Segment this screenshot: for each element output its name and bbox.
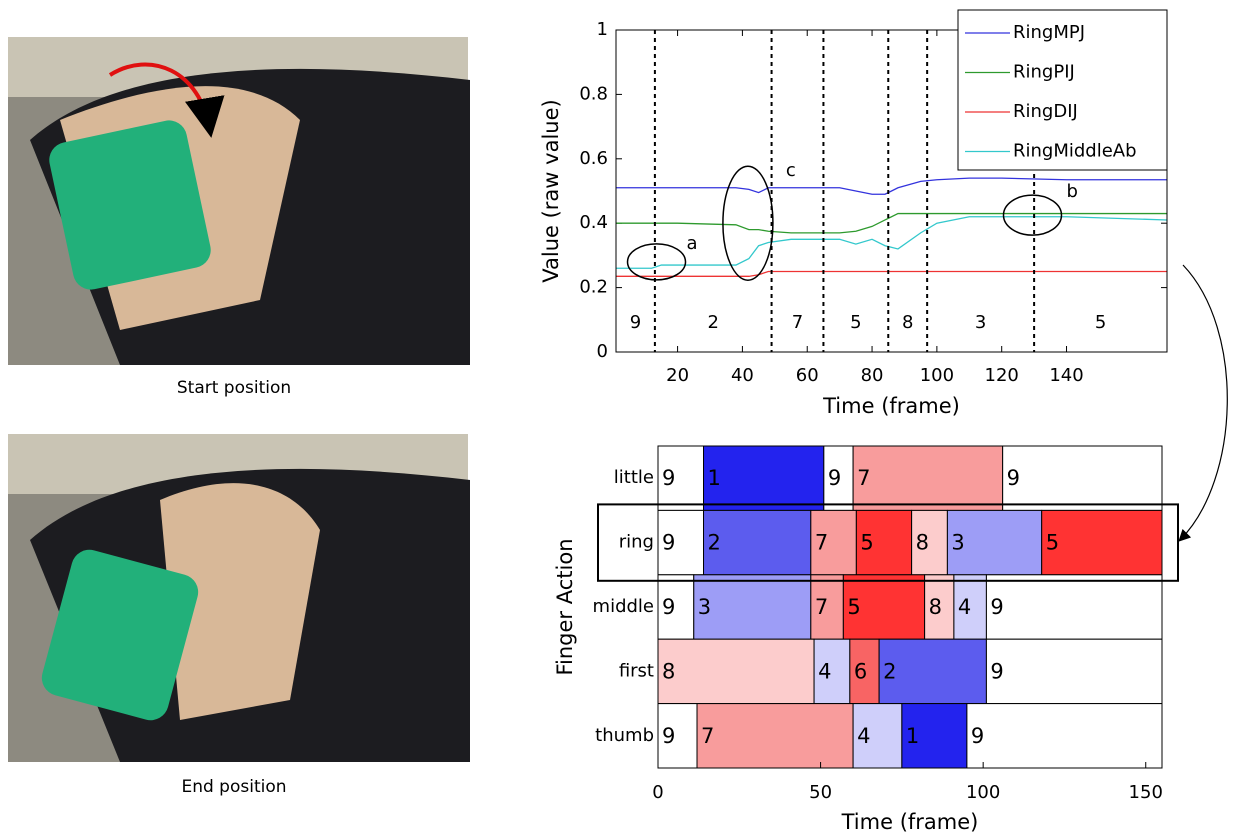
x-tick-label: 0 (652, 782, 663, 803)
y-tick-label: 0.8 (579, 83, 608, 104)
x-tick-label: 100 (920, 365, 954, 386)
data-line (616, 178, 1167, 194)
action-label: 6 (854, 659, 867, 683)
data-line (616, 217, 1167, 269)
action-label: 9 (990, 659, 1003, 683)
x-tick-label: 20 (666, 365, 689, 386)
x-tick-label: 150 (1129, 782, 1163, 803)
action-label: 1 (708, 466, 721, 490)
y-axis-label: Value (raw value) (539, 99, 563, 282)
photo-end (8, 434, 470, 762)
x-tick-label: 100 (966, 782, 1000, 803)
action-label: 7 (701, 724, 714, 748)
action-label: 5 (1046, 531, 1059, 555)
action-label: 1 (906, 724, 919, 748)
x-tick-label: 40 (731, 365, 754, 386)
action-label: 8 (916, 531, 929, 555)
action-label: 9 (662, 595, 675, 619)
action-label: 8 (662, 659, 675, 683)
action-label: 9 (662, 724, 675, 748)
action-segment (1003, 446, 1162, 510)
action-label: 4 (857, 724, 870, 748)
annotation-ellipse (1003, 195, 1061, 235)
y-tick-label: middle (593, 596, 654, 617)
annotation-ellipse (723, 166, 773, 280)
y-tick-label: 0 (597, 341, 608, 362)
y-tick-label: 0.6 (579, 148, 608, 169)
segment-label: 2 (708, 312, 719, 333)
legend-label: RingMiddleAb (1013, 141, 1137, 162)
action-label: 3 (698, 595, 711, 619)
photo-caption: End position (181, 777, 286, 797)
action-label: 7 (857, 466, 870, 490)
segment-label: 9 (630, 312, 641, 333)
action-label: 2 (708, 531, 721, 555)
data-line (616, 214, 1167, 233)
y-tick-label: first (619, 660, 654, 681)
action-label: 9 (828, 466, 841, 490)
action-label: 9 (662, 466, 675, 490)
x-axis-label: Time (frame) (841, 810, 979, 834)
action-label: 2 (883, 659, 896, 683)
legend-label: RingDIJ (1013, 101, 1078, 122)
x-tick-label: 50 (809, 782, 832, 803)
action-label: 7 (815, 595, 828, 619)
data-line (616, 272, 1167, 277)
segment-label: 5 (1095, 312, 1106, 333)
y-tick-label: thumb (595, 725, 654, 746)
action-label: 9 (971, 724, 984, 748)
connector-arrow (1180, 265, 1227, 540)
y-tick-label: 1 (597, 19, 608, 40)
action-label: 9 (662, 531, 675, 555)
action-segment (853, 446, 1003, 510)
segment-label: 5 (850, 312, 861, 333)
action-segment (986, 639, 1162, 703)
action-segment (697, 704, 853, 768)
action-label: 7 (815, 531, 828, 555)
segment-label: 8 (902, 312, 913, 333)
action-label: 9 (1007, 466, 1020, 490)
action-segment (967, 704, 1162, 768)
action-label: 8 (929, 595, 942, 619)
action-label: 4 (958, 595, 971, 619)
annotation-label: c (786, 160, 796, 181)
action-label: 5 (860, 531, 873, 555)
legend-label: RingMPJ (1013, 22, 1085, 43)
y-axis-label: Finger Action (553, 538, 577, 675)
x-axis-label: Time (frame) (822, 394, 960, 418)
action-label: 4 (818, 659, 831, 683)
y-tick-label: ring (619, 532, 654, 553)
photo-start (8, 37, 470, 365)
action-segment (658, 639, 814, 703)
figure: Start position End position 204060801001… (0, 0, 1233, 838)
action-label: 3 (951, 531, 964, 555)
x-tick-label: 140 (1049, 365, 1083, 386)
y-tick-label: 0.4 (579, 212, 608, 233)
y-tick-label: little (614, 467, 654, 488)
segment-label: 7 (792, 312, 803, 333)
legend-label: RingPIJ (1013, 62, 1075, 83)
x-tick-label: 120 (985, 365, 1019, 386)
annotation-label: b (1066, 181, 1077, 202)
action-segment (694, 575, 811, 639)
photo-caption: Start position (177, 378, 291, 398)
x-tick-label: 60 (796, 365, 819, 386)
x-tick-label: 80 (861, 365, 884, 386)
action-label: 9 (990, 595, 1003, 619)
action-label: 5 (847, 595, 860, 619)
y-tick-label: 0.2 (579, 277, 608, 298)
segment-label: 3 (975, 312, 986, 333)
action-segment (704, 446, 824, 510)
annotation-label: a (687, 233, 698, 254)
action-segment (1042, 510, 1162, 574)
annotation-ellipse (628, 244, 686, 280)
action-segment (986, 575, 1162, 639)
